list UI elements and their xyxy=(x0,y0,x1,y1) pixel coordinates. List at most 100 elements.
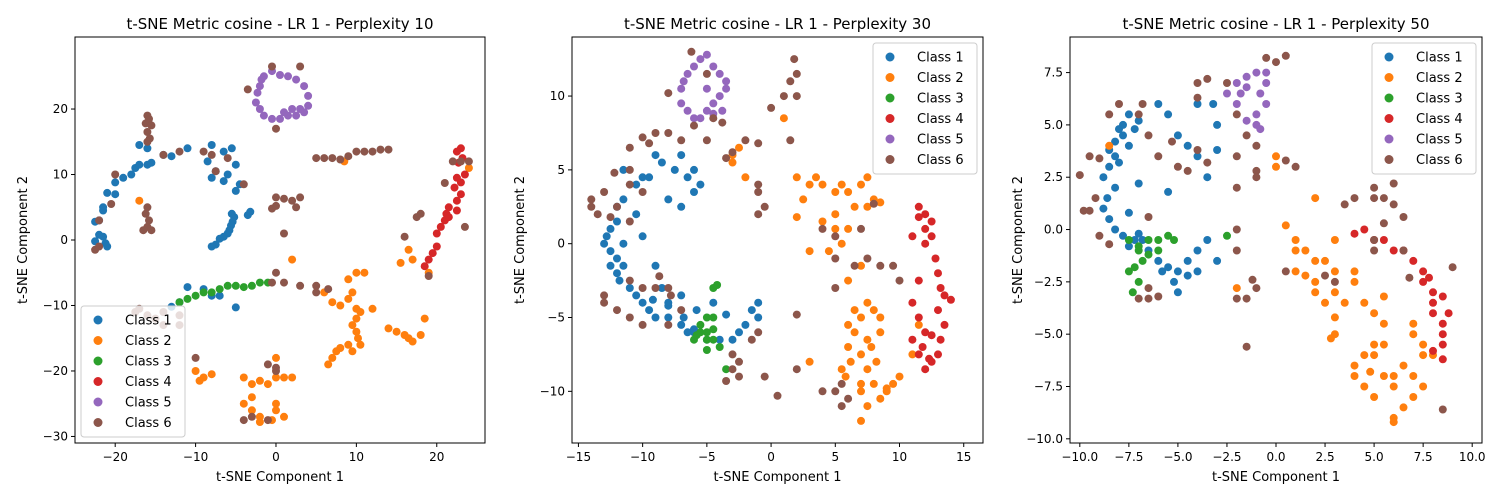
data-point-class-6 xyxy=(600,298,609,307)
data-point-class-5 xyxy=(251,98,260,107)
data-point-class-1 xyxy=(677,320,686,329)
data-point-class-1 xyxy=(615,276,624,285)
data-point-class-1 xyxy=(231,303,240,312)
data-point-class-2 xyxy=(1350,267,1359,276)
x-axis-label: t-SNE Component 1 xyxy=(1212,470,1340,485)
data-point-class-6 xyxy=(1144,284,1153,293)
legend-label: Class 2 xyxy=(917,71,964,86)
scatter-points xyxy=(587,47,955,425)
chart-panel-3: t-SNE Metric cosine - LR 1 - Perplexity … xyxy=(1011,15,1486,485)
data-point-class-6 xyxy=(360,147,369,156)
data-point-class-6 xyxy=(876,261,885,270)
data-point-class-6 xyxy=(1248,275,1257,284)
data-point-class-4 xyxy=(1438,292,1447,301)
data-point-class-2 xyxy=(1370,351,1379,360)
data-point-class-6 xyxy=(741,136,750,145)
data-point-class-2 xyxy=(348,347,357,356)
data-point-class-2 xyxy=(247,380,256,389)
data-point-class-1 xyxy=(1124,110,1133,119)
data-point-class-6 xyxy=(141,209,150,218)
data-point-class-6 xyxy=(767,103,776,112)
data-point-class-2 xyxy=(1389,382,1398,391)
y-tick-label: −30 xyxy=(43,429,68,443)
y-tick-label: 5 xyxy=(557,163,565,177)
data-point-class-4 xyxy=(914,213,923,222)
x-tick-label: −5.0 xyxy=(1163,450,1192,464)
data-point-class-6 xyxy=(837,402,846,411)
data-point-class-6 xyxy=(869,199,878,208)
data-point-class-2 xyxy=(280,412,288,421)
data-point-class-6 xyxy=(625,313,634,322)
data-point-class-6 xyxy=(664,89,673,98)
data-point-class-1 xyxy=(143,144,152,153)
data-point-class-4 xyxy=(918,343,927,351)
data-point-class-3 xyxy=(709,313,718,322)
data-point-class-1 xyxy=(1213,120,1222,129)
data-point-class-5 xyxy=(677,99,686,108)
data-point-class-2 xyxy=(876,394,885,403)
data-point-class-5 xyxy=(696,114,705,123)
data-point-class-4 xyxy=(1425,273,1433,282)
x-axis-label: t-SNE Component 1 xyxy=(216,470,344,485)
data-point-class-5 xyxy=(679,77,688,86)
data-point-class-6 xyxy=(280,278,288,287)
data-point-class-2 xyxy=(844,224,853,233)
data-point-class-2 xyxy=(857,350,865,359)
data-point-class-2 xyxy=(857,261,865,270)
data-point-class-2 xyxy=(841,372,850,381)
data-point-class-5 xyxy=(702,50,711,59)
data-point-class-2 xyxy=(1272,162,1280,171)
data-point-class-2 xyxy=(352,314,361,323)
data-point-class-2 xyxy=(831,224,840,233)
data-point-class-2 xyxy=(799,195,808,204)
data-point-class-2 xyxy=(805,357,814,366)
data-point-class-6 xyxy=(1223,79,1231,87)
data-point-class-6 xyxy=(645,139,654,148)
data-point-class-1 xyxy=(602,232,611,241)
data-point-class-2 xyxy=(272,373,280,382)
data-point-class-1 xyxy=(1154,256,1163,265)
legend-marker-class-2 xyxy=(885,73,895,82)
data-point-class-1 xyxy=(219,177,228,186)
data-point-class-1 xyxy=(99,232,108,241)
data-point-class-4 xyxy=(946,295,955,304)
data-point-class-5 xyxy=(683,69,692,78)
data-point-class-6 xyxy=(1281,267,1290,276)
data-point-class-3 xyxy=(1124,236,1133,244)
data-point-class-2 xyxy=(831,210,840,219)
data-point-class-6 xyxy=(638,133,647,142)
data-point-class-2 xyxy=(818,217,827,226)
data-point-class-2 xyxy=(1272,152,1280,161)
data-point-class-6 xyxy=(1232,225,1241,234)
data-point-class-1 xyxy=(103,188,112,197)
data-point-class-5 xyxy=(709,62,718,71)
data-point-class-1 xyxy=(1213,146,1222,154)
data-point-class-6 xyxy=(1115,100,1123,108)
data-point-class-1 xyxy=(1105,162,1114,171)
data-point-class-6 xyxy=(424,272,433,280)
data-point-class-6 xyxy=(211,167,220,176)
legend-marker-class-6 xyxy=(885,155,895,164)
data-point-class-1 xyxy=(215,291,224,300)
data-point-class-5 xyxy=(280,108,288,117)
data-point-class-6 xyxy=(272,363,280,372)
data-point-class-2 xyxy=(1366,367,1375,376)
legend: Class 1 Class 2 Class 3 Class 4 Class 5 Class… xyxy=(80,305,186,438)
x-tick-label: −10.0 xyxy=(1061,450,1098,464)
data-point-class-5 xyxy=(1252,110,1261,119)
data-point-class-1 xyxy=(690,165,698,174)
data-point-class-2 xyxy=(1350,277,1359,286)
data-point-class-3 xyxy=(702,313,711,322)
data-point-class-2 xyxy=(195,376,204,385)
data-point-class-1 xyxy=(1105,215,1114,224)
data-point-class-1 xyxy=(1173,267,1182,276)
data-point-class-2 xyxy=(863,365,872,374)
data-point-class-6 xyxy=(1193,146,1202,154)
data-point-class-3 xyxy=(709,325,718,334)
data-point-class-6 xyxy=(312,154,321,163)
data-point-class-1 xyxy=(664,313,673,322)
data-point-class-6 xyxy=(207,150,216,159)
data-point-class-5 xyxy=(702,84,711,93)
data-point-class-4 xyxy=(914,202,923,211)
